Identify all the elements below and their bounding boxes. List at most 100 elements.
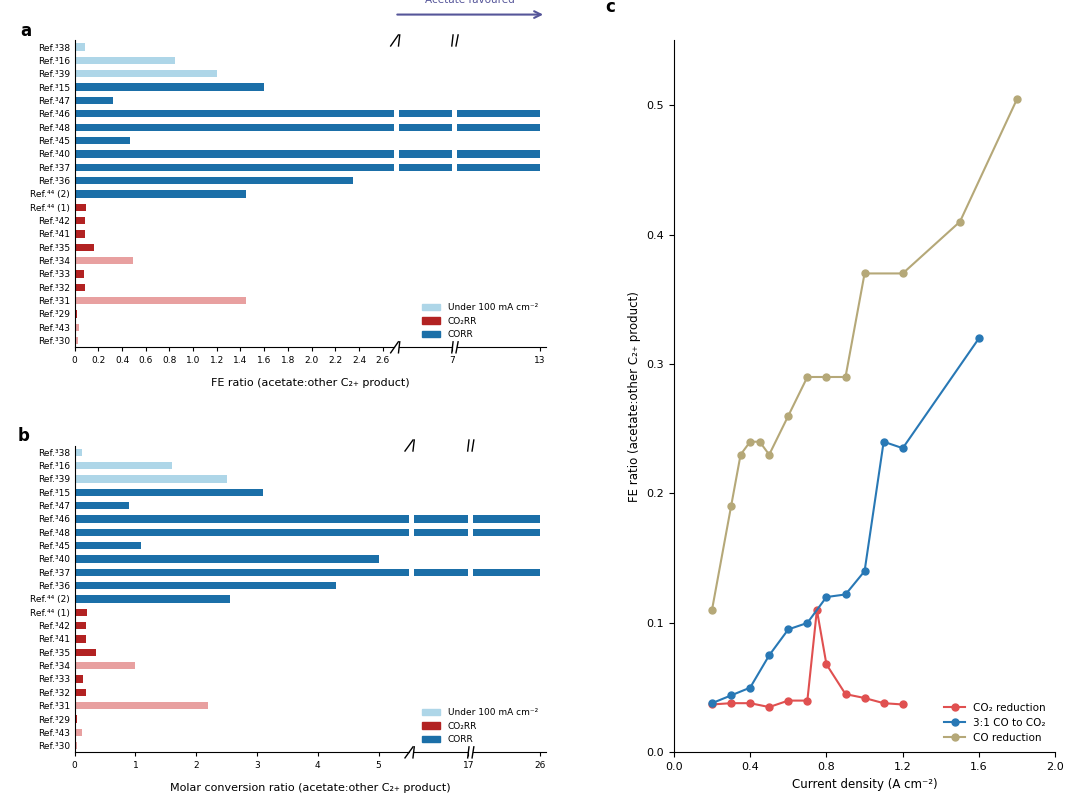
CO₂ reduction	[810, 605, 823, 615]
Bar	[75, 662, 135, 669]
Bar	[379, 284, 381, 291]
Bar	[391, 702, 401, 709]
Bar	[391, 555, 414, 562]
Line: CO₂ reduction: CO₂ reduction	[709, 607, 906, 710]
Bar	[377, 555, 408, 562]
Text: a: a	[20, 22, 31, 40]
Bar	[379, 204, 381, 211]
Bar	[391, 662, 395, 669]
Bar	[75, 622, 85, 629]
Bar	[379, 137, 385, 144]
Bar	[75, 257, 132, 265]
Bar	[75, 542, 102, 549]
CO reduction	[839, 372, 852, 382]
Bar	[379, 70, 394, 78]
Bar	[75, 569, 288, 576]
Bar	[379, 83, 381, 91]
3:1 CO to CO₂	[725, 691, 738, 701]
CO reduction	[744, 437, 757, 447]
Bar	[371, 137, 373, 144]
Bar	[379, 97, 384, 104]
3:1 CO to CO₂	[858, 566, 871, 576]
Bar	[75, 163, 1066, 171]
Bar	[75, 297, 88, 304]
Bar	[75, 137, 100, 144]
Bar	[75, 177, 353, 184]
Bar	[391, 569, 510, 576]
Text: Acetate favoured: Acetate favoured	[425, 0, 515, 5]
Bar	[75, 311, 77, 318]
CO reduction	[725, 502, 738, 511]
Bar	[371, 163, 522, 171]
CO₂ reduction	[744, 698, 757, 708]
Bar	[75, 231, 85, 238]
CO reduction	[897, 269, 909, 278]
Bar	[379, 217, 381, 224]
Legend: Under 100 mA cm⁻², CO₂RR, CORR: Under 100 mA cm⁻², CO₂RR, CORR	[419, 299, 542, 343]
Bar	[377, 595, 393, 603]
CO reduction	[763, 450, 776, 460]
Bar	[75, 110, 1066, 117]
Bar	[371, 150, 522, 158]
Bar	[379, 137, 382, 144]
Bar	[391, 502, 395, 509]
3:1 CO to CO₂	[763, 650, 776, 660]
Bar	[379, 231, 381, 238]
Bar	[377, 489, 397, 496]
Bar	[75, 702, 208, 709]
Bar	[377, 702, 378, 709]
Bar	[75, 702, 85, 709]
CO reduction	[858, 269, 871, 278]
Bar	[75, 448, 82, 455]
Bar	[75, 595, 229, 603]
Bar	[371, 124, 372, 131]
Bar	[75, 83, 264, 91]
Bar	[391, 489, 405, 496]
Bar	[377, 528, 381, 536]
CO reduction	[734, 450, 747, 460]
Bar	[75, 742, 77, 749]
Line: 3:1 CO to CO₂: 3:1 CO to CO₂	[709, 335, 983, 706]
Bar	[371, 70, 385, 78]
CO reduction	[801, 372, 813, 382]
Bar	[75, 337, 78, 345]
Bar	[371, 150, 372, 158]
Bar	[75, 729, 82, 736]
Bar	[75, 284, 85, 291]
Bar	[371, 244, 373, 251]
Bar	[391, 475, 403, 482]
Bar	[371, 297, 388, 304]
CO₂ reduction	[877, 698, 890, 708]
CO₂ reduction	[858, 693, 871, 703]
CO₂ reduction	[725, 698, 738, 708]
Bar	[379, 177, 390, 184]
Bar	[75, 57, 175, 64]
3:1 CO to CO₂	[820, 592, 833, 602]
Bar	[377, 528, 539, 536]
Bar	[379, 257, 385, 265]
Bar	[371, 163, 390, 171]
Bar	[75, 44, 85, 51]
Bar	[75, 70, 216, 78]
3:1 CO to CO₂	[801, 618, 813, 628]
Bar	[377, 662, 378, 669]
Bar	[75, 635, 85, 642]
3:1 CO to CO₂	[972, 333, 985, 343]
Bar	[371, 110, 522, 117]
Bar	[75, 124, 1066, 131]
Text: c: c	[605, 0, 615, 15]
CO reduction	[781, 411, 794, 421]
Bar	[75, 244, 94, 251]
Bar	[371, 57, 381, 64]
Bar	[379, 163, 400, 171]
Bar	[377, 622, 378, 629]
Bar	[379, 150, 382, 158]
Bar	[377, 502, 383, 509]
Bar	[379, 124, 539, 131]
3:1 CO to CO₂	[839, 590, 852, 599]
Bar	[391, 582, 400, 589]
Line: CO reduction: CO reduction	[709, 95, 1020, 613]
Bar	[377, 542, 385, 549]
Bar	[75, 297, 246, 304]
Bar	[379, 163, 539, 171]
